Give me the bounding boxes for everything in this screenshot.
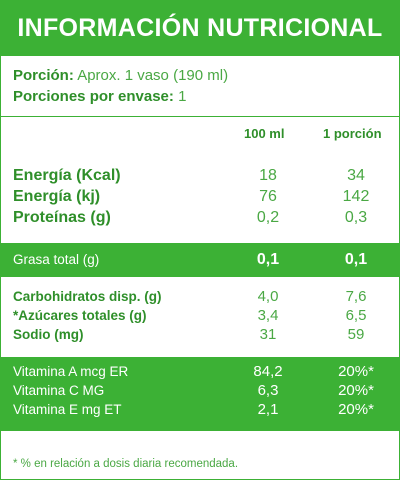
value-100ml: 4,0 <box>257 288 279 305</box>
nutrient-name: Energía (kj) <box>13 188 101 205</box>
value-portion: 20%* <box>338 382 374 399</box>
portion-value: Aprox. 1 vaso (190 ml) <box>77 67 229 84</box>
value-100ml: 0,1 <box>256 251 280 268</box>
nutrient-name: Sodio (mg) <box>13 327 84 342</box>
nutrient-name: Energía (Kcal) <box>13 167 121 184</box>
table-row: Energía (Kcal) 18 34 <box>13 166 393 186</box>
value-portion: 20%* <box>338 401 374 418</box>
value-100ml: 84,2 <box>253 363 283 380</box>
nutrient-name: Vitamina E mg ET <box>13 402 122 417</box>
per-container-value: 1 <box>178 88 187 105</box>
value-100ml: 76 <box>259 188 277 205</box>
value-100ml: 6,3 <box>257 382 279 399</box>
value-100ml: 18 <box>259 167 277 184</box>
serving-info: Porción: Aprox. 1 vaso (190 ml) Porcione… <box>13 65 393 107</box>
table-row: Proteínas (g) 0,2 0,3 <box>13 208 393 228</box>
value-100ml: 2,1 <box>257 401 279 418</box>
nutrient-name: Proteínas (g) <box>13 209 111 226</box>
value-portion: 7,6 <box>345 288 367 305</box>
divider <box>1 116 399 117</box>
value-portion: 6,5 <box>345 307 367 324</box>
fat-band: Grasa total (g) 0,1 0,1 <box>1 243 399 277</box>
table-row: Energía (kj) 76 142 <box>13 187 393 207</box>
label-title: INFORMACIÓN NUTRICIONAL <box>1 1 399 56</box>
value-100ml: 0,2 <box>256 209 280 226</box>
table-row: *Azúcares totales (g) 3,4 6,5 <box>13 307 393 325</box>
table-row: Vitamina C MG 6,3 20%* <box>13 382 393 400</box>
nutrient-name: Vitamina C MG <box>13 383 105 398</box>
per-container-line: Porciones por envase: 1 <box>13 86 393 107</box>
value-portion: 20%* <box>338 363 374 380</box>
per-container-label: Porciones por envase: <box>13 88 174 105</box>
vitamin-band: Vitamina A mcg ER 84,2 20%* Vitamina C M… <box>1 357 399 431</box>
value-portion: 34 <box>347 167 365 184</box>
nutrient-name: Grasa total (g) <box>13 252 100 267</box>
table-row: Grasa total (g) 0,1 0,1 <box>13 251 393 269</box>
value-portion: 59 <box>347 326 365 343</box>
value-portion: 0,3 <box>344 209 368 226</box>
column-header-100ml: 100 ml <box>244 126 285 141</box>
portion-line: Porción: Aprox. 1 vaso (190 ml) <box>13 65 393 86</box>
table-row: Vitamina E mg ET 2,1 20%* <box>13 401 393 419</box>
column-header-portion: 1 porción <box>323 126 382 141</box>
table-row: Sodio (mg) 31 59 <box>13 326 393 344</box>
value-100ml: 31 <box>259 326 277 343</box>
nutrient-name: Vitamina A mcg ER <box>13 364 129 379</box>
portion-label: Porción: <box>13 67 74 84</box>
value-portion: 0,1 <box>344 251 368 268</box>
value-100ml: 3,4 <box>257 307 279 324</box>
footnote: * % en relación a dosis diaria recomenda… <box>13 458 239 470</box>
nutrient-name: *Azúcares totales (g) <box>13 308 147 323</box>
value-portion: 142 <box>342 188 370 205</box>
table-row: Vitamina A mcg ER 84,2 20%* <box>13 363 393 381</box>
nutrient-name: Carbohidratos disp. (g) <box>13 289 162 304</box>
table-row: Carbohidratos disp. (g) 4,0 7,6 <box>13 288 393 306</box>
